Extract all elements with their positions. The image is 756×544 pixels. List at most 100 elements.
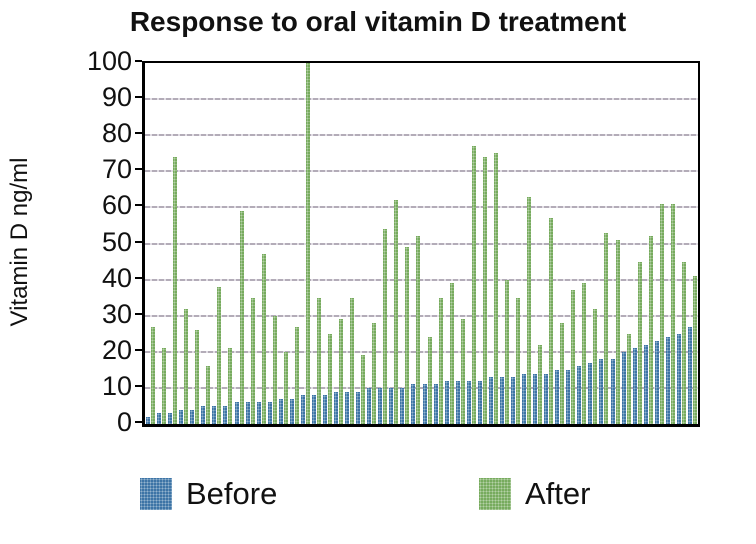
bar-before bbox=[687, 326, 692, 424]
bar-after bbox=[482, 156, 487, 424]
bar-after bbox=[206, 366, 211, 424]
bar-after bbox=[316, 297, 321, 424]
gridline bbox=[145, 98, 698, 101]
bar-before bbox=[676, 333, 681, 424]
y-tick-mark bbox=[135, 312, 142, 315]
bar-before bbox=[610, 359, 615, 424]
y-tick-mark bbox=[135, 132, 142, 135]
y-tick-mark bbox=[135, 276, 142, 279]
y-tick-mark bbox=[135, 204, 142, 207]
bar-after bbox=[350, 297, 355, 424]
bar-after bbox=[427, 337, 432, 424]
bar-after bbox=[681, 261, 686, 424]
bar-before bbox=[300, 395, 305, 424]
bar-after bbox=[416, 236, 421, 424]
bar-after bbox=[405, 247, 410, 424]
y-tick-label: 0 bbox=[116, 407, 132, 437]
bar-before bbox=[621, 351, 626, 424]
bar-before bbox=[522, 373, 527, 424]
bar-before bbox=[334, 391, 339, 424]
gridline bbox=[145, 386, 698, 389]
bar-before bbox=[367, 387, 372, 424]
legend-label-before: Before bbox=[186, 476, 278, 511]
bar-before bbox=[555, 369, 560, 424]
bar-after bbox=[195, 330, 200, 424]
bar-before bbox=[356, 391, 361, 424]
bar-after bbox=[604, 232, 609, 424]
bar-after bbox=[250, 297, 255, 424]
bar-after bbox=[394, 200, 399, 424]
y-tick-label: 90 bbox=[101, 82, 132, 113]
bar-after bbox=[217, 286, 222, 424]
bar-after bbox=[692, 276, 697, 424]
bar-before bbox=[665, 337, 670, 424]
bar-after bbox=[571, 290, 576, 424]
bar-before bbox=[422, 384, 427, 424]
bar-after bbox=[184, 308, 189, 424]
gridline bbox=[145, 350, 698, 353]
y-tick-mark bbox=[135, 384, 142, 387]
bar-before bbox=[146, 416, 151, 424]
bar-after bbox=[438, 297, 443, 424]
legend: Before After bbox=[0, 474, 756, 522]
bar-after bbox=[339, 319, 344, 424]
bar-after bbox=[272, 315, 277, 424]
bar-before bbox=[190, 409, 195, 424]
bar-before bbox=[455, 380, 460, 424]
y-tick-label: 20 bbox=[101, 334, 132, 365]
bar-before bbox=[179, 409, 184, 424]
y-tick-mark bbox=[135, 96, 142, 99]
bar-after bbox=[173, 156, 178, 424]
bar-before bbox=[267, 402, 272, 424]
y-tick-mark bbox=[135, 421, 142, 423]
bar-before bbox=[544, 373, 549, 424]
y-tick-label: 60 bbox=[101, 190, 132, 221]
bar-after bbox=[527, 196, 532, 424]
legend-label-after: After bbox=[525, 476, 591, 511]
bar-before bbox=[400, 387, 405, 424]
y-tick-label: 80 bbox=[101, 118, 132, 149]
bar-after bbox=[383, 229, 388, 424]
bar-after bbox=[615, 239, 620, 424]
bar-before bbox=[444, 380, 449, 424]
bar-before bbox=[632, 348, 637, 424]
bar-before bbox=[256, 402, 261, 424]
y-tick-label: 70 bbox=[101, 154, 132, 185]
bar-before bbox=[488, 377, 493, 424]
gridline bbox=[145, 134, 698, 137]
bar-after bbox=[582, 283, 587, 424]
bar-before bbox=[168, 413, 173, 424]
bar-before bbox=[533, 373, 538, 424]
y-tick-label: 10 bbox=[101, 370, 132, 401]
bar-before bbox=[411, 384, 416, 424]
bar-before bbox=[643, 344, 648, 424]
bar-before bbox=[599, 359, 604, 424]
plot-area bbox=[142, 61, 700, 427]
bar-before bbox=[466, 380, 471, 424]
bar-after bbox=[460, 319, 465, 424]
bar-after bbox=[283, 351, 288, 424]
bar-after bbox=[361, 355, 366, 424]
y-tick-label: 40 bbox=[101, 262, 132, 293]
bar-before bbox=[223, 405, 228, 424]
bar-after bbox=[538, 344, 543, 424]
gridline bbox=[145, 278, 698, 281]
bar-before bbox=[278, 398, 283, 424]
bar-before bbox=[499, 377, 504, 424]
bar-after bbox=[239, 211, 244, 424]
bar-after bbox=[670, 203, 675, 424]
bar-before bbox=[201, 405, 206, 424]
bar-after bbox=[493, 153, 498, 424]
bar-before bbox=[477, 380, 482, 424]
bar-after bbox=[471, 146, 476, 424]
bar-after bbox=[637, 261, 642, 424]
bar-after bbox=[151, 326, 156, 424]
bar-before bbox=[389, 387, 394, 424]
bar-before bbox=[511, 377, 515, 424]
y-tick-mark bbox=[135, 348, 142, 351]
bar-after bbox=[449, 283, 454, 424]
bar-after bbox=[593, 308, 598, 424]
y-tick-mark bbox=[135, 168, 142, 171]
bar-after bbox=[162, 348, 167, 424]
